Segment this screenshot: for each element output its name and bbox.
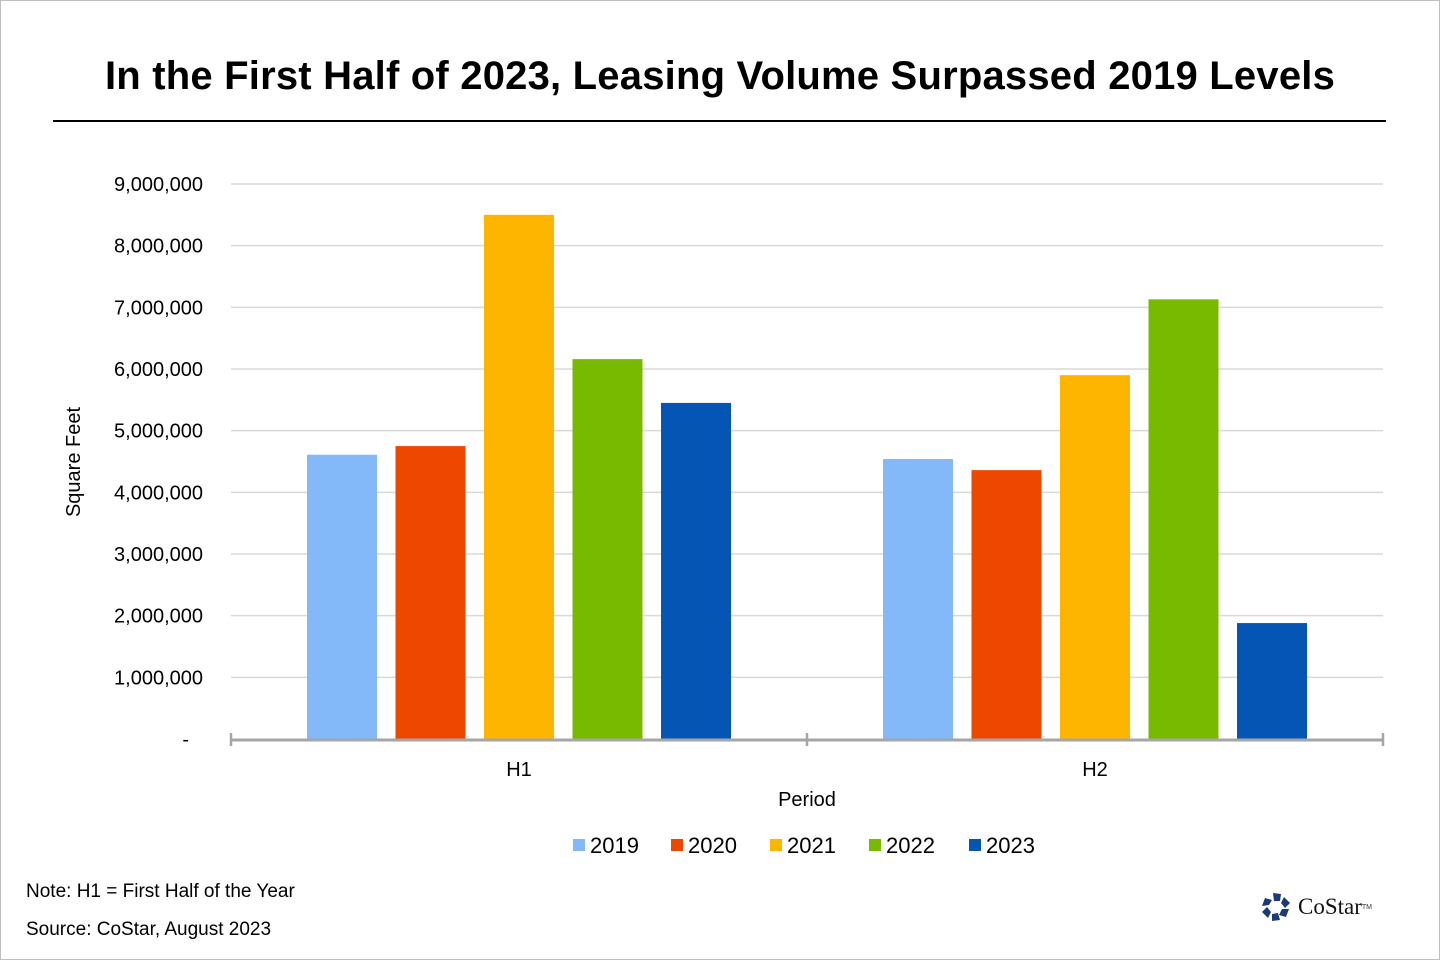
title-underline bbox=[53, 120, 1386, 122]
x-tick-label: H2 bbox=[1082, 759, 1108, 781]
legend-swatch bbox=[770, 839, 782, 851]
legend: 2019 2020 2021 2022 2023 bbox=[573, 833, 1035, 858]
source-note: Source: CoStar, August 2023 bbox=[26, 919, 272, 940]
y-tick-label: 3,000,000 bbox=[114, 544, 203, 566]
legend-label: 2021 bbox=[787, 833, 836, 858]
bar-h1-2022 bbox=[572, 359, 643, 739]
costar-logo: CoStar TM bbox=[1260, 890, 1380, 924]
y-tick-label: 9,000,000 bbox=[114, 174, 203, 196]
y-tick-label: 2,000,000 bbox=[114, 606, 203, 628]
bar-h2-2020 bbox=[971, 470, 1042, 739]
legend-item-2023: 2023 bbox=[969, 833, 1035, 858]
legend-label: 2020 bbox=[688, 833, 737, 858]
y-axis-ticks: - 1,000,000 2,000,000 3,000,000 4,000,000 5,0… bbox=[114, 174, 203, 751]
legend-item-2022: 2022 bbox=[869, 833, 935, 858]
legend-swatch bbox=[869, 839, 881, 851]
bar-h2-2019 bbox=[883, 459, 953, 739]
legend-label: 2022 bbox=[886, 833, 935, 858]
bar-h1-2023 bbox=[661, 402, 731, 739]
legend-item-2019: 2019 bbox=[573, 833, 639, 858]
legend-label: 2019 bbox=[590, 833, 639, 858]
legend-item-2021: 2021 bbox=[770, 833, 836, 858]
footnote: Note: H1 = First Half of the Year bbox=[26, 881, 295, 902]
y-tick-label: 7,000,000 bbox=[114, 297, 203, 319]
bar-h2-2021 bbox=[1060, 375, 1130, 739]
legend-swatch bbox=[573, 839, 585, 851]
y-tick-label: 8,000,000 bbox=[114, 236, 203, 258]
legend-swatch bbox=[671, 839, 683, 851]
legend-label: 2023 bbox=[986, 833, 1035, 858]
x-axis: H1 H2 bbox=[229, 733, 1385, 781]
bar-h1-2020 bbox=[395, 446, 466, 739]
x-axis-label: Period bbox=[778, 789, 836, 811]
y-axis-label: Square Feet bbox=[63, 407, 85, 518]
y-tick-label: - bbox=[182, 729, 189, 751]
logo-text: CoStar bbox=[1298, 894, 1362, 919]
bar-h2-2022 bbox=[1148, 299, 1219, 739]
bar-h1-2019 bbox=[307, 454, 377, 739]
costar-star-icon bbox=[1262, 893, 1290, 921]
chart-title: In the First Half of 2023, Leasing Volum… bbox=[104, 54, 1336, 98]
bars bbox=[307, 214, 1307, 740]
y-tick-label: 1,000,000 bbox=[114, 667, 203, 689]
legend-swatch bbox=[969, 839, 981, 851]
y-tick-label: 6,000,000 bbox=[114, 359, 203, 381]
logo-trademark: TM bbox=[1361, 903, 1372, 911]
legend-item-2020: 2020 bbox=[671, 833, 737, 858]
y-tick-label: 5,000,000 bbox=[114, 421, 203, 443]
x-tick-label: H1 bbox=[506, 759, 532, 781]
bar-h2-2023 bbox=[1237, 623, 1307, 739]
y-tick-label: 4,000,000 bbox=[114, 482, 203, 504]
bar-h1-2021 bbox=[484, 214, 554, 740]
